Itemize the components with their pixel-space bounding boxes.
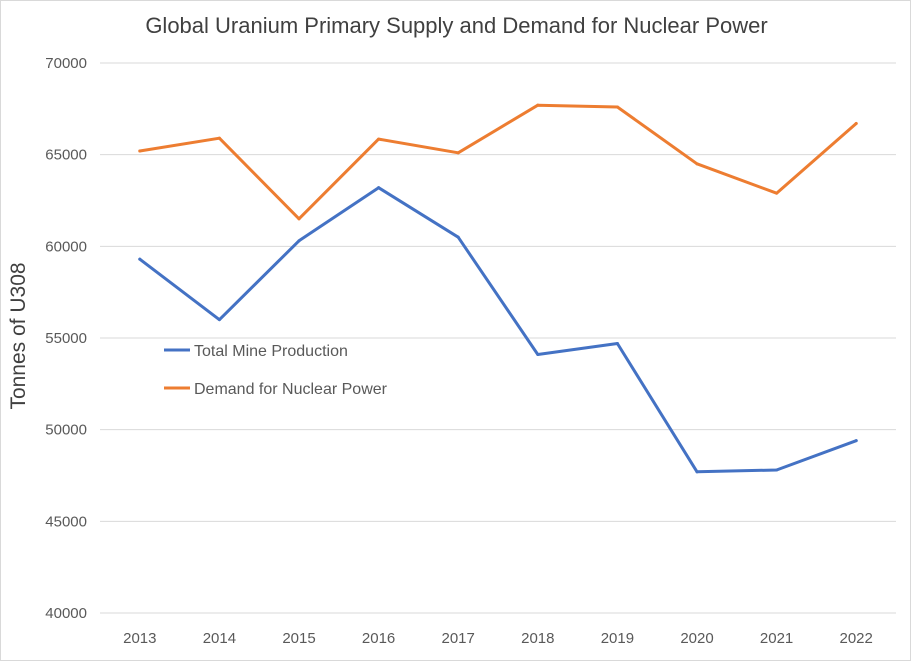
data-point <box>377 186 381 190</box>
data-point <box>536 353 540 356</box>
y-tick-label: 55000 <box>45 330 87 347</box>
legend-entry: Total Mine Production <box>194 343 348 360</box>
data-point <box>138 149 142 153</box>
x-tick-label: 2022 <box>840 630 873 647</box>
data-point <box>854 439 858 443</box>
x-tick-label: 2014 <box>203 630 236 647</box>
y-tick-label: 70000 <box>45 55 87 72</box>
x-tick-label: 2020 <box>680 630 713 647</box>
data-point <box>297 217 301 221</box>
y-axis-label: Tonnes of U308 <box>7 262 30 410</box>
y-tick-label: 50000 <box>45 422 87 439</box>
series-line-1 <box>138 103 858 221</box>
y-tick-label: 65000 <box>45 147 87 164</box>
x-tick-label: 2013 <box>123 630 156 647</box>
data-point <box>695 470 699 474</box>
x-tick-label: 2015 <box>282 630 315 647</box>
data-point <box>615 342 619 345</box>
data-point <box>536 103 540 107</box>
data-point <box>217 136 221 140</box>
x-tick-label: 2017 <box>442 630 475 647</box>
data-point <box>854 122 858 125</box>
data-point <box>615 105 619 109</box>
x-tick-label: 2019 <box>601 630 634 647</box>
chart-title: Global Uranium Primary Supply and Demand… <box>145 13 768 38</box>
x-tick-label: 2018 <box>521 630 554 647</box>
data-point <box>138 257 142 261</box>
legend-entry: Demand for Nuclear Power <box>194 381 388 398</box>
data-point <box>217 318 221 322</box>
data-point <box>775 468 779 472</box>
data-point <box>456 235 460 239</box>
series-line-0 <box>138 186 858 474</box>
x-tick-label: 2021 <box>760 630 793 647</box>
y-tick-label: 60000 <box>45 238 87 255</box>
x-tick-label: 2016 <box>362 630 395 647</box>
data-point <box>297 239 301 243</box>
data-point <box>456 151 460 155</box>
data-point <box>377 137 381 141</box>
y-tick-label: 45000 <box>45 513 87 530</box>
y-tick-label: 40000 <box>45 605 87 622</box>
data-point <box>695 162 699 166</box>
data-point <box>775 191 779 195</box>
